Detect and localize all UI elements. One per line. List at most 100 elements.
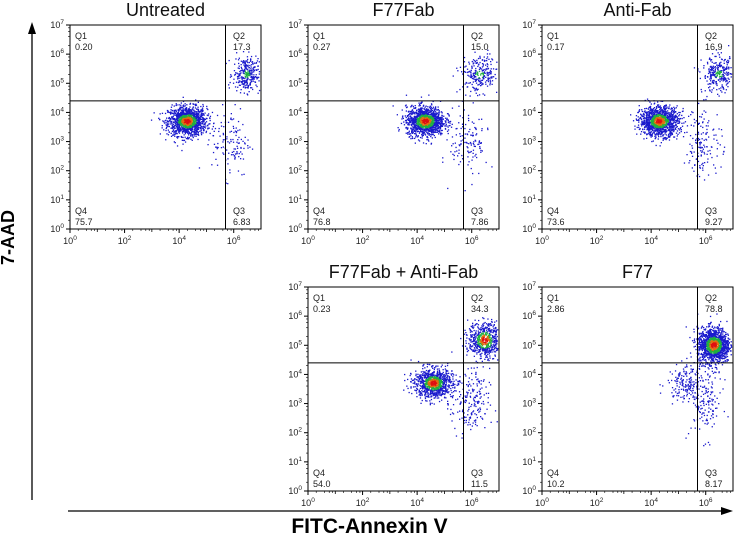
event-dot: [478, 70, 481, 73]
event-dot: [208, 113, 210, 115]
event-dot: [709, 78, 711, 80]
event-dot: [229, 81, 231, 84]
event-dot: [728, 45, 730, 47]
event-dot: [195, 127, 197, 129]
event-dot: [673, 117, 675, 120]
event-dot: [209, 119, 211, 122]
event-dot: [422, 142, 425, 144]
event-dot: [649, 122, 651, 124]
event-dot: [203, 126, 206, 128]
event-dot: [638, 105, 640, 107]
event-dot: [471, 75, 473, 77]
event-dot: [420, 111, 422, 113]
event-dot: [182, 112, 184, 114]
event-dot: [216, 164, 219, 166]
event-dot: [490, 61, 492, 63]
event-dot: [180, 104, 182, 106]
event-dot: [191, 135, 194, 137]
event-dot: [662, 139, 664, 141]
event-dot: [673, 109, 675, 111]
quadrant-label: Q1: [313, 31, 325, 41]
event-dot: [652, 119, 654, 121]
event-dot: [432, 115, 434, 118]
event-dot: [416, 118, 418, 120]
event-dot: [665, 125, 667, 127]
event-dot: [412, 105, 414, 108]
event-dot: [675, 124, 677, 127]
event-dot: [177, 119, 179, 122]
event-dot: [659, 115, 661, 117]
event-dot: [435, 129, 437, 131]
event-dot: [166, 109, 169, 112]
event-dot: [642, 124, 644, 126]
event-dot: [669, 136, 671, 138]
event-dot: [648, 123, 650, 125]
event-dot: [199, 118, 201, 120]
event-dot: [177, 129, 180, 131]
event-dot: [662, 115, 664, 117]
event-dot: [489, 82, 491, 84]
event-dot: [480, 73, 482, 75]
event-dot: [257, 77, 259, 79]
event-dot: [233, 150, 235, 153]
event-dot: [485, 69, 487, 71]
event-dot: [190, 121, 192, 123]
event-dot: [417, 125, 419, 128]
event-dot: [720, 52, 722, 54]
event-dot: [419, 130, 422, 132]
event-dot: [170, 112, 172, 114]
event-dot: [255, 55, 257, 57]
event-dot: [717, 70, 720, 72]
event-dot: [676, 121, 678, 123]
event-dot: [427, 106, 429, 108]
event-dot: [247, 139, 249, 141]
event-dot: [660, 116, 662, 118]
event-dot: [640, 123, 642, 125]
event-dot: [192, 126, 194, 128]
event-dot: [233, 131, 235, 134]
event-dot: [182, 106, 184, 109]
event-dot: [440, 122, 442, 125]
event-dot: [411, 125, 413, 127]
event-dot: [679, 127, 681, 130]
event-dot: [658, 112, 660, 115]
event-dot: [648, 111, 651, 113]
event-dot: [665, 131, 667, 134]
event-dot: [238, 74, 241, 76]
event-dot: [655, 128, 658, 130]
event-dot: [637, 119, 639, 121]
event-dot: [474, 145, 476, 148]
event-dot: [661, 113, 663, 115]
event-dot: [716, 89, 718, 91]
event-dot: [663, 127, 665, 129]
event-dot: [478, 63, 480, 65]
event-dot: [661, 112, 663, 114]
event-dot: [181, 112, 183, 115]
event-dot: [408, 133, 411, 135]
event-dot: [658, 104, 660, 106]
event-dot: [191, 139, 193, 141]
event-dot: [182, 111, 184, 113]
event-dot: [230, 138, 232, 141]
event-dot: [723, 76, 725, 79]
event-dot: [246, 60, 248, 62]
event-dot: [658, 133, 660, 135]
event-dot: [251, 80, 253, 83]
event-dot: [176, 116, 178, 118]
event-dot: [188, 123, 190, 125]
event-dot: [424, 109, 427, 111]
event-dot: [646, 121, 648, 123]
event-dot: [194, 124, 196, 126]
event-dot: [252, 69, 254, 71]
event-dot: [196, 128, 199, 130]
event-dot: [470, 142, 472, 145]
event-dot: [196, 127, 198, 129]
event-dot: [492, 68, 495, 70]
event-dot: [425, 125, 427, 127]
event-dot: [430, 143, 432, 145]
event-dot: [197, 126, 199, 129]
event-dot: [651, 120, 654, 123]
event-dot: [470, 150, 472, 153]
event-dot: [415, 107, 417, 109]
event-dot: [178, 127, 180, 129]
